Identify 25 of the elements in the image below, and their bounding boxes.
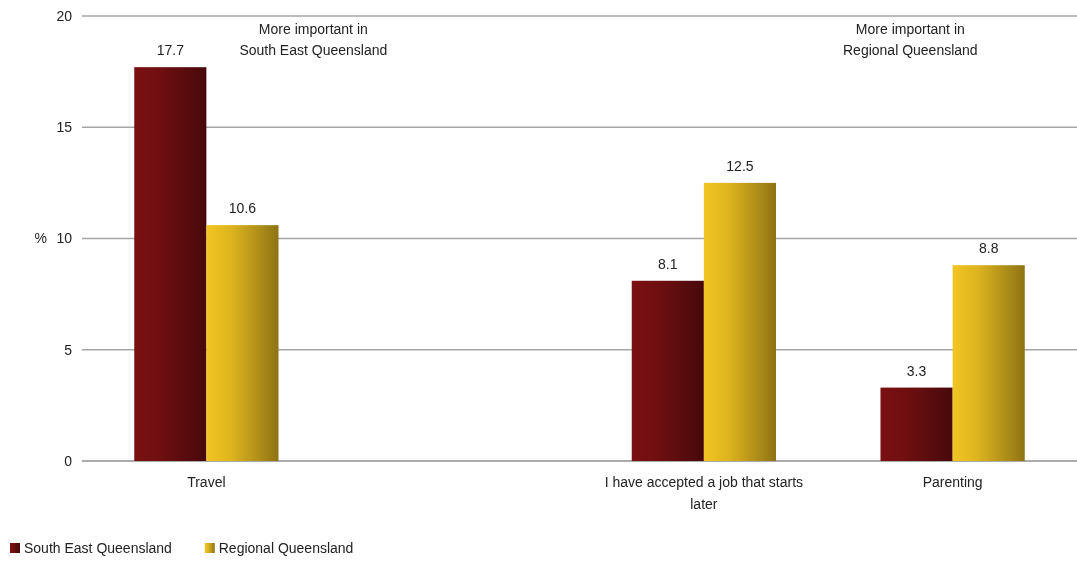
legend-label: South East Queensland	[24, 539, 172, 556]
annotation: More important in Regional Queensland	[843, 21, 978, 58]
bar	[631, 280, 704, 461]
y-tick-label: 0	[64, 452, 73, 469]
y-tick-label: 5	[64, 341, 73, 358]
annotation: More important in South East Queensland	[239, 21, 388, 58]
legend-label: Regional Queensland	[218, 539, 354, 556]
bar	[134, 67, 207, 461]
data-label: 3.3	[906, 362, 927, 379]
y-axis-title: %	[34, 230, 47, 247]
data-label: 8.1	[658, 255, 678, 272]
y-tick-label: 15	[56, 119, 73, 136]
y-tick-label: 10	[56, 230, 73, 247]
x-tick-label: Travel	[187, 474, 226, 490]
bar	[206, 225, 279, 461]
bar	[952, 265, 1025, 461]
bar	[703, 182, 777, 461]
data-label: 10.6	[228, 200, 257, 217]
data-label: 17.7	[156, 42, 185, 59]
x-tick-label: I have accepted a job that starts later	[604, 474, 804, 512]
bar	[880, 387, 953, 461]
x-tick-label: Parenting	[922, 474, 983, 490]
data-label: 12.5	[726, 157, 754, 174]
y-tick-label: 20	[56, 7, 73, 24]
data-label: 8.8	[978, 240, 999, 257]
